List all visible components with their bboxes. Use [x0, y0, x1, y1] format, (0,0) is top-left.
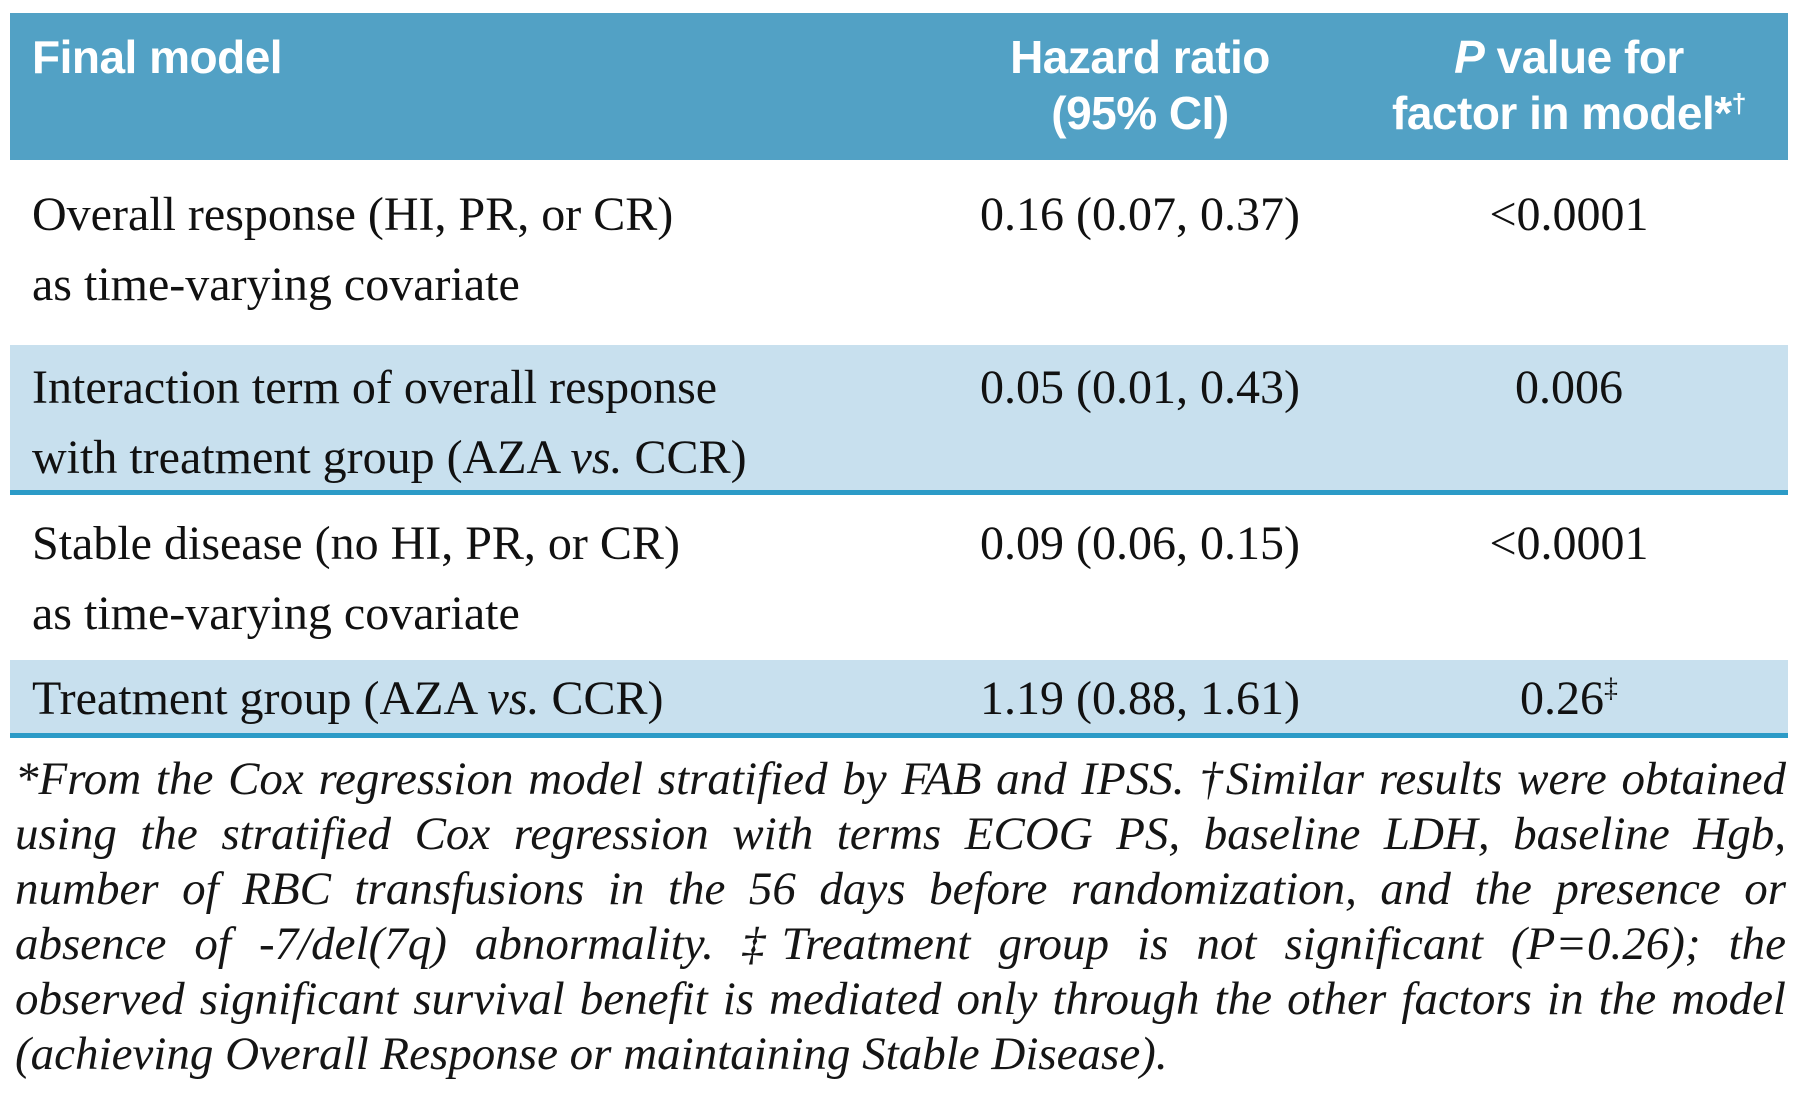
header-p-value: P value for factor in model*† [1350, 29, 1788, 160]
factor-text: as time-varying covariate [32, 258, 520, 311]
factor-cell: Stable disease (no HI, PR, or CR) as tim… [10, 509, 930, 660]
factor-text: as time-varying covariate [32, 587, 520, 640]
factor-text: with treatment group (AZA [32, 431, 571, 484]
p-value-text: 0.26 [1520, 672, 1605, 725]
header-final-model: Final model [10, 29, 930, 160]
table-row-stable-disease: Stable disease (no HI, PR, or CR) as tim… [10, 495, 1788, 660]
factor-text-italic: vs. [570, 431, 623, 484]
header-hazard-ratio: Hazard ratio (95% CI) [930, 29, 1350, 160]
header-final-model-label: Final model [32, 31, 283, 83]
header-p-rest: value for [1484, 31, 1685, 83]
table-header-row: Final model Hazard ratio (95% CI) P valu… [10, 13, 1788, 160]
hazard-ratio-cell: 0.05 (0.01, 0.43) [980, 361, 1300, 414]
factor-text: Overall response (HI, PR, or CR) [32, 188, 674, 241]
header-p-line2-text: factor in model [1392, 87, 1715, 139]
hazard-ratio-cell: 1.19 (0.88, 1.61) [980, 672, 1300, 725]
header-p-value-line1: P value for [1350, 29, 1788, 85]
header-asterisk-marker: * [1714, 87, 1732, 139]
factor-text: CCR) [622, 431, 747, 484]
p-value-text: <0.0001 [1489, 517, 1649, 570]
p-value-cell: <0.0001 [1350, 509, 1788, 660]
factor-text: Treatment group (AZA [32, 672, 488, 725]
cox-model-table: Final model Hazard ratio (95% CI) P valu… [10, 13, 1788, 738]
factor-text: CCR) [539, 672, 664, 725]
p-value-text: 0.006 [1515, 361, 1623, 414]
p-value-cell: <0.0001 [1350, 180, 1788, 345]
table-footnote: *From the Cox regression model stratifie… [15, 753, 1786, 1080]
factor-text: Interaction term of overall response [32, 361, 718, 414]
factor-cell: Treatment group (AZA vs. CCR) [10, 664, 930, 733]
p-value-cell: 0.006 [1350, 353, 1788, 490]
header-p-italic: P [1454, 31, 1485, 83]
factor-text-italic: vs. [487, 672, 540, 725]
factor-cell: Interaction term of overall response wit… [10, 353, 930, 490]
table-row-interaction-term: Interaction term of overall response wit… [10, 345, 1788, 495]
p-value-text: <0.0001 [1489, 188, 1649, 241]
factor-cell: Overall response (HI, PR, or CR) as time… [10, 180, 930, 345]
factor-text: Stable disease (no HI, PR, or CR) [32, 517, 680, 570]
table-row-treatment-group: Treatment group (AZA vs. CCR) 1.19 (0.88… [10, 660, 1788, 738]
header-dagger-marker: † [1731, 88, 1747, 119]
header-p-value-line2: factor in model*† [1350, 85, 1788, 141]
table-row-overall-response: Overall response (HI, PR, or CR) as time… [10, 160, 1788, 345]
p-value-cell: 0.26‡ [1350, 664, 1788, 733]
results-table-figure: Final model Hazard ratio (95% CI) P valu… [0, 13, 1800, 1098]
hazard-ratio-cell: 0.09 (0.06, 0.15) [980, 517, 1300, 570]
p-value-marker: ‡ [1604, 673, 1618, 704]
hazard-ratio-cell: 0.16 (0.07, 0.37) [980, 188, 1300, 241]
header-hazard-ratio-line2: (95% CI) [1051, 87, 1229, 139]
header-hazard-ratio-line1: Hazard ratio [1010, 31, 1270, 83]
